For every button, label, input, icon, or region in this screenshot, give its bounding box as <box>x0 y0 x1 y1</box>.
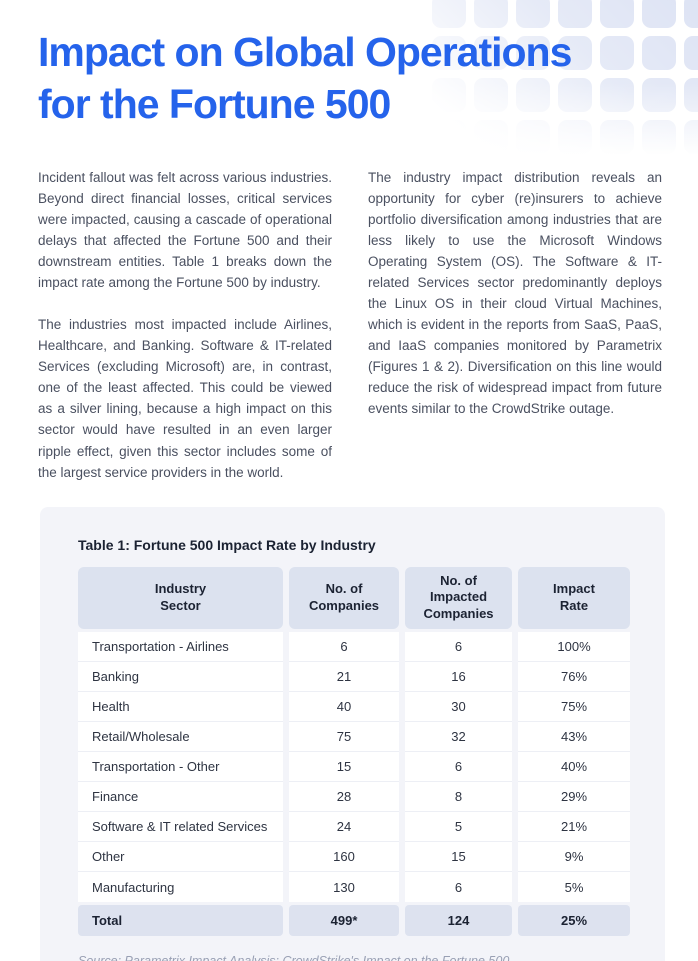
table-cell-rate: 5% <box>518 872 630 903</box>
article-body: Incident fallout was felt across various… <box>38 167 662 483</box>
table-total-row: Total 499* 124 25% <box>78 905 630 937</box>
table-cell-rate: 76% <box>518 662 630 693</box>
table-cell-companies: 6 <box>289 632 399 663</box>
table-cell-sector: Retail/Wholesale <box>78 722 283 753</box>
table-header-row: Industry Sector No. of Companies No. of … <box>78 566 630 630</box>
table-cell-companies: 28 <box>289 782 399 813</box>
table-card: Table 1: Fortune 500 Impact Rate by Indu… <box>40 506 665 961</box>
table-cell-impacted: 6 <box>405 872 512 903</box>
table-cell-rate: 100% <box>518 632 630 663</box>
table-source-note: Source: Parametrix Impact Analysis: Crow… <box>78 952 630 961</box>
table-cell-impacted: 15 <box>405 842 512 873</box>
table-cell-companies: 40 <box>289 692 399 723</box>
table-cell-sector: Health <box>78 692 283 723</box>
table-cell-rate: 29% <box>518 782 630 813</box>
total-label: Total <box>78 905 283 937</box>
article-left-column: Incident fallout was felt across various… <box>38 167 332 483</box>
table-cell-impacted: 30 <box>405 692 512 723</box>
table-cell-impacted: 32 <box>405 722 512 753</box>
paragraph: Incident fallout was felt across various… <box>38 169 332 291</box>
table-cell-impacted: 6 <box>405 632 512 663</box>
source-line: Source: Parametrix Impact Analysis: Crow… <box>78 952 630 961</box>
total-rate: 25% <box>518 905 630 937</box>
paragraph: The industry impact distribution reveals… <box>368 169 662 417</box>
table-cell-rate: 21% <box>518 812 630 843</box>
table-cell-rate: 75% <box>518 692 630 723</box>
table-cell-sector: Finance <box>78 782 283 813</box>
article-right-column: The industry impact distribution reveals… <box>368 167 662 483</box>
table-cell-sector: Transportation - Other <box>78 752 283 783</box>
table-cell-rate: 40% <box>518 752 630 783</box>
table-cell-impacted: 16 <box>405 662 512 693</box>
table-cell-rate: 9% <box>518 842 630 873</box>
table-cell-sector: Transportation - Airlines <box>78 632 283 663</box>
table-cell-impacted: 5 <box>405 812 512 843</box>
table-cell-sector: Banking <box>78 662 283 693</box>
column-header-impact-rate: Impact Rate <box>518 566 630 630</box>
table-cell-companies: 21 <box>289 662 399 693</box>
table-cell-companies: 75 <box>289 722 399 753</box>
table-cell-sector: Software & IT related Services <box>78 812 283 843</box>
page-title-line-2: for the Fortune 500 <box>38 81 391 128</box>
page-title: Impact on Global Operations for the Fort… <box>0 0 698 131</box>
total-impacted: 124 <box>405 905 512 937</box>
total-companies: 499* <box>289 905 399 937</box>
table-cell-rate: 43% <box>518 722 630 753</box>
paragraph: The industries most impacted include Air… <box>38 317 332 480</box>
column-header-industry-sector: Industry Sector <box>78 566 283 630</box>
table-body: Transportation - Airlines 6 6 100% Banki… <box>78 632 630 903</box>
table-cell-companies: 160 <box>289 842 399 873</box>
table-title: Table 1: Fortune 500 Impact Rate by Indu… <box>78 536 376 553</box>
table-cell-sector: Other <box>78 842 283 873</box>
table-cell-impacted: 6 <box>405 752 512 783</box>
table-cell-companies: 15 <box>289 752 399 783</box>
table-cell-companies: 130 <box>289 872 399 903</box>
page-title-line-1: Impact on Global Operations <box>38 29 572 75</box>
table-cell-impacted: 8 <box>405 782 512 813</box>
column-header-no-of-companies: No. of Companies <box>289 566 399 630</box>
table-cell-companies: 24 <box>289 812 399 843</box>
table-cell-sector: Manufacturing <box>78 872 283 903</box>
column-header-no-of-impacted-companies: No. of Impacted Companies <box>405 566 512 630</box>
